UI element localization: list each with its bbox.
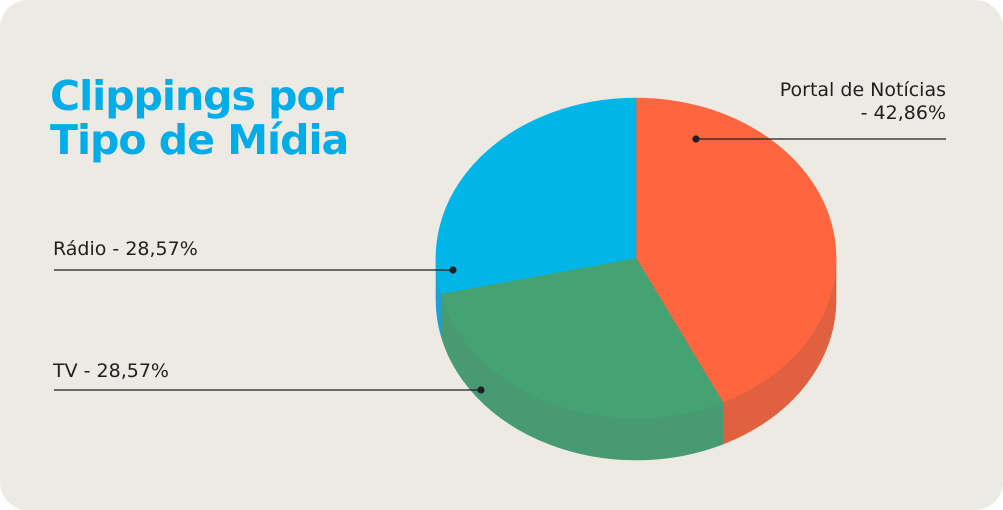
- pie-slice-portal-de-noticias: [635, 97, 837, 403]
- slice-label-radio: Rádio - 28,57%: [53, 238, 198, 260]
- slice-label-portal-name: Portal de Notícias: [779, 79, 946, 101]
- pie-top-faces: [435, 97, 837, 419]
- chart-title-line-2: Tipo de Mídia: [50, 116, 349, 164]
- slice-label-tv: TV - 28,57%: [53, 360, 169, 382]
- slice-label-portal-value: - 42,86%: [860, 102, 946, 124]
- chart-title: Clippings por Tipo de Mídia: [50, 72, 349, 164]
- leader-lines: [54, 135, 946, 394]
- leader-radio-dot: [449, 266, 457, 274]
- leader-portal-dot: [692, 135, 700, 143]
- pie-slice-radio: [435, 97, 637, 294]
- slice-label-portal: Portal de Notícias - 42,86%: [780, 79, 946, 125]
- chart-title-line-1: Clippings por: [50, 72, 344, 120]
- pie-slice-tv: [440, 257, 724, 419]
- leader-tv-dot: [477, 386, 485, 394]
